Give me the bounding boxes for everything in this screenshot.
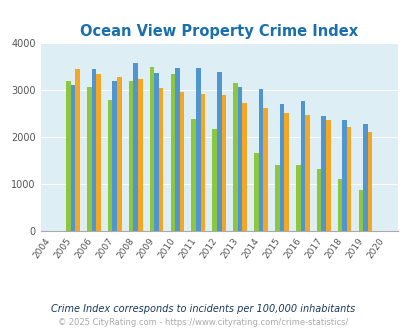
Bar [316,169,321,231]
Bar [70,85,75,231]
Bar [75,69,80,231]
Bar [358,190,362,231]
Bar [96,74,100,231]
Bar [300,101,305,231]
Bar [175,68,179,231]
Bar [216,72,221,231]
Bar [367,132,371,231]
Bar [341,120,346,231]
Bar [279,104,283,231]
Bar [128,81,133,231]
Bar [200,94,205,231]
Bar [112,82,117,231]
Bar [87,87,92,231]
Bar [133,63,138,231]
Bar [295,165,300,231]
Bar [221,95,226,231]
Bar [170,74,175,231]
Bar [362,124,367,231]
Text: Crime Index corresponds to incidents per 100,000 inhabitants: Crime Index corresponds to incidents per… [51,304,354,314]
Bar [92,69,96,231]
Bar [179,92,184,231]
Bar [346,127,351,231]
Bar [158,88,163,231]
Bar [232,83,237,231]
Bar [337,179,341,231]
Bar [117,77,121,231]
Bar [66,81,70,231]
Bar [242,103,246,231]
Bar [258,89,263,231]
Bar [108,100,112,231]
Bar [149,67,154,231]
Bar [263,108,267,231]
Bar [325,120,330,231]
Text: © 2025 CityRating.com - https://www.cityrating.com/crime-statistics/: © 2025 CityRating.com - https://www.city… [58,318,347,327]
Bar [154,73,158,231]
Bar [254,153,258,231]
Bar [274,165,279,231]
Bar [284,113,288,231]
Bar [196,68,200,231]
Bar [237,87,242,231]
Bar [305,115,309,231]
Bar [138,79,142,231]
Title: Ocean View Property Crime Index: Ocean View Property Crime Index [80,24,358,39]
Bar [191,118,196,231]
Bar [212,129,216,231]
Bar [321,116,325,231]
